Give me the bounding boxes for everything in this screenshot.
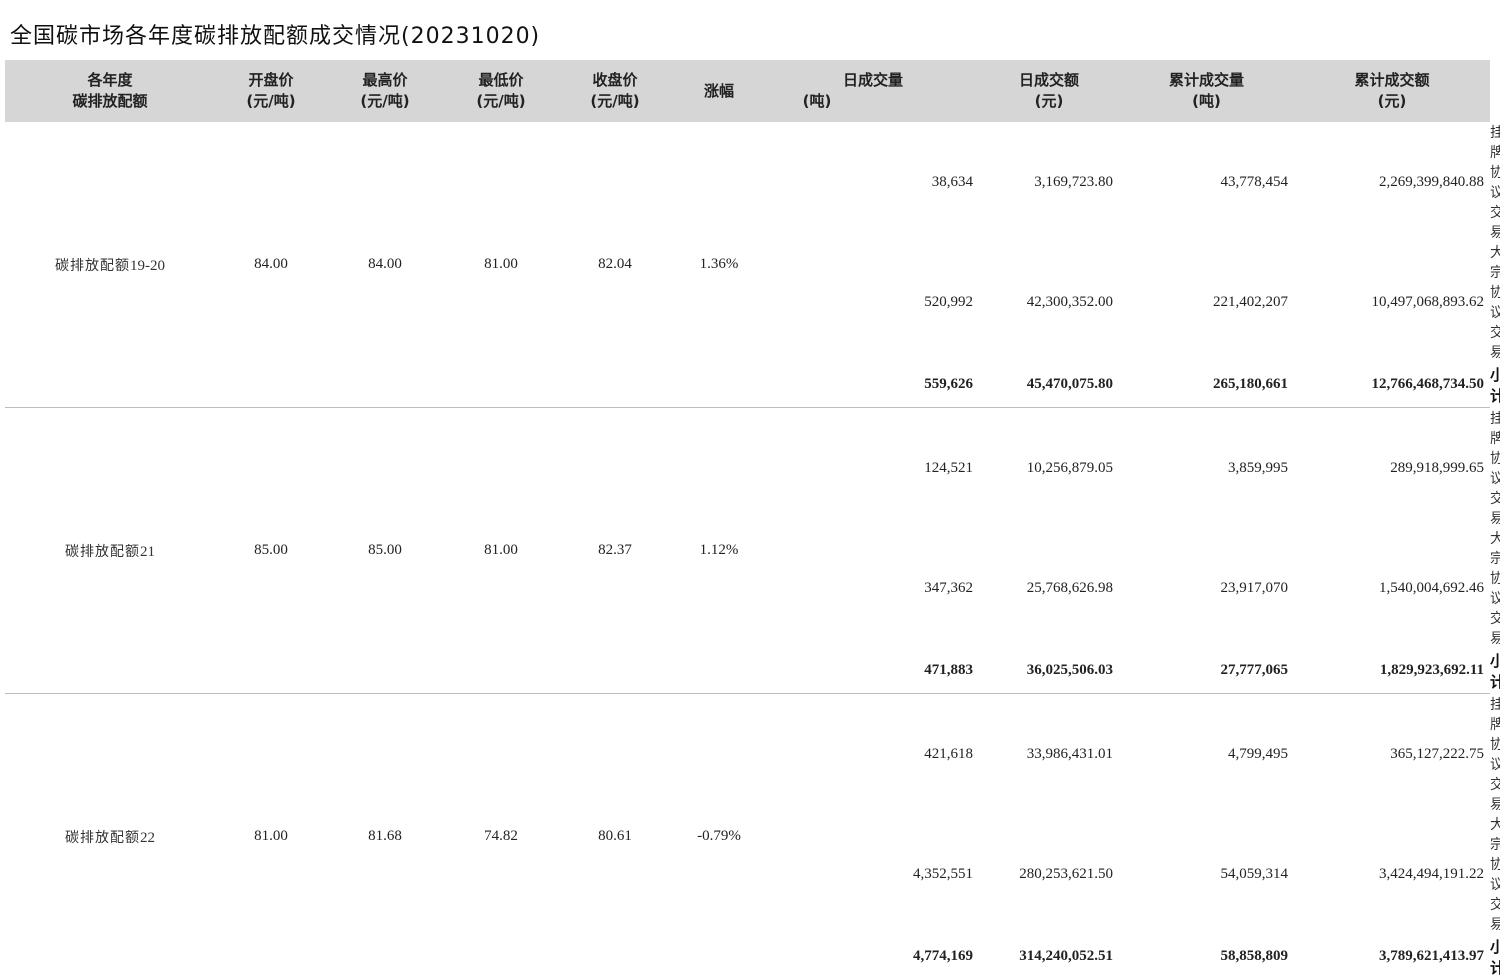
daily-volume: 421,618 xyxy=(767,694,979,815)
page-title: 全国碳市场各年度碳排放配额成交情况(20231020) xyxy=(10,18,540,50)
daily-amount: 45,470,075.80 xyxy=(979,362,1119,408)
high-price: 81.68 xyxy=(327,694,443,979)
cum-amount: 3,424,494,191.22 xyxy=(1294,814,1490,934)
header-low-price: 最低价(元/吨) xyxy=(443,60,559,122)
open-price: 85.00 xyxy=(215,408,327,694)
cum-amount: 1,540,004,692.46 xyxy=(1294,528,1490,648)
cum-volume: 3,859,995 xyxy=(1119,408,1294,529)
daily-volume: 520,992 xyxy=(767,242,979,362)
cum-volume: 43,778,454 xyxy=(1119,122,1294,242)
quota-name-suffix: 21 xyxy=(140,544,155,560)
open-price: 81.00 xyxy=(215,694,327,979)
high-price: 85.00 xyxy=(327,408,443,694)
cum-amount: 1,829,923,692.11 xyxy=(1294,648,1490,694)
carbon-trading-table: 各年度碳排放配额 开盘价(元/吨) 最高价(元/吨) 最低价(元/吨) 收盘价(… xyxy=(5,60,1490,979)
price-change: 1.12% xyxy=(671,408,767,694)
header-daily-volume: 日成交量(吨) xyxy=(767,60,979,122)
cum-amount: 12,766,468,734.50 xyxy=(1294,362,1490,408)
quota-name-cell: 碳排放配额22 xyxy=(5,694,215,979)
daily-amount: 10,256,879.05 xyxy=(979,408,1119,529)
cum-volume: 27,777,065 xyxy=(1119,648,1294,694)
header-change: 涨幅 xyxy=(671,60,767,122)
quota-name-prefix: 碳排放配额 xyxy=(65,545,140,560)
cum-volume: 221,402,207 xyxy=(1119,242,1294,362)
daily-amount: 36,025,506.03 xyxy=(979,648,1119,694)
daily-amount: 33,986,431.01 xyxy=(979,694,1119,815)
low-price: 81.00 xyxy=(443,122,559,408)
daily-volume: 124,521 xyxy=(767,408,979,529)
cum-volume: 54,059,314 xyxy=(1119,814,1294,934)
header-open-price: 开盘价(元/吨) xyxy=(215,60,327,122)
cum-amount: 289,918,999.65 xyxy=(1294,408,1490,529)
low-price: 81.00 xyxy=(443,408,559,694)
close-price: 80.61 xyxy=(559,694,671,979)
close-price: 82.04 xyxy=(559,122,671,408)
header-daily-amount: 日成交额(元) xyxy=(979,60,1119,122)
open-price: 84.00 xyxy=(215,122,327,408)
daily-volume: 4,352,551 xyxy=(767,814,979,934)
header-year-quota: 各年度碳排放配额 xyxy=(5,60,215,122)
daily-volume: 471,883 xyxy=(767,648,979,694)
daily-amount: 314,240,052.51 xyxy=(979,934,1119,979)
daily-amount: 42,300,352.00 xyxy=(979,242,1119,362)
high-price: 84.00 xyxy=(327,122,443,408)
cum-amount: 10,497,068,893.62 xyxy=(1294,242,1490,362)
price-change: 1.36% xyxy=(671,122,767,408)
low-price: 74.82 xyxy=(443,694,559,979)
header-cum-volume: 累计成交量(吨) xyxy=(1119,60,1294,122)
cum-volume: 4,799,495 xyxy=(1119,694,1294,815)
daily-volume: 38,634 xyxy=(767,122,979,242)
daily-amount: 25,768,626.98 xyxy=(979,528,1119,648)
header-close-price: 收盘价(元/吨) xyxy=(559,60,671,122)
header-high-price: 最高价(元/吨) xyxy=(327,60,443,122)
quota-name-suffix: 19-20 xyxy=(130,258,165,274)
quota-name-prefix: 碳排放配额 xyxy=(55,259,130,274)
quota-name-cell: 碳排放配额21 xyxy=(5,408,215,694)
price-change: -0.79% xyxy=(671,694,767,979)
daily-volume: 559,626 xyxy=(767,362,979,408)
quota-name-prefix: 碳排放配额 xyxy=(65,831,140,846)
cum-amount: 365,127,222.75 xyxy=(1294,694,1490,815)
cum-amount: 3,789,621,413.97 xyxy=(1294,934,1490,979)
daily-amount: 280,253,621.50 xyxy=(979,814,1119,934)
quota-name-cell: 碳排放配额19-20 xyxy=(5,122,215,408)
close-price: 82.37 xyxy=(559,408,671,694)
cum-volume: 58,858,809 xyxy=(1119,934,1294,979)
cum-volume: 265,180,661 xyxy=(1119,362,1294,408)
table-header-row: 各年度碳排放配额 开盘价(元/吨) 最高价(元/吨) 最低价(元/吨) 收盘价(… xyxy=(5,60,1490,122)
cum-amount: 2,269,399,840.88 xyxy=(1294,122,1490,242)
daily-volume: 347,362 xyxy=(767,528,979,648)
daily-amount: 3,169,723.80 xyxy=(979,122,1119,242)
quota-name-suffix: 22 xyxy=(140,830,155,846)
header-cum-amount: 累计成交额(元) xyxy=(1294,60,1490,122)
cum-volume: 23,917,070 xyxy=(1119,528,1294,648)
daily-volume: 4,774,169 xyxy=(767,934,979,979)
